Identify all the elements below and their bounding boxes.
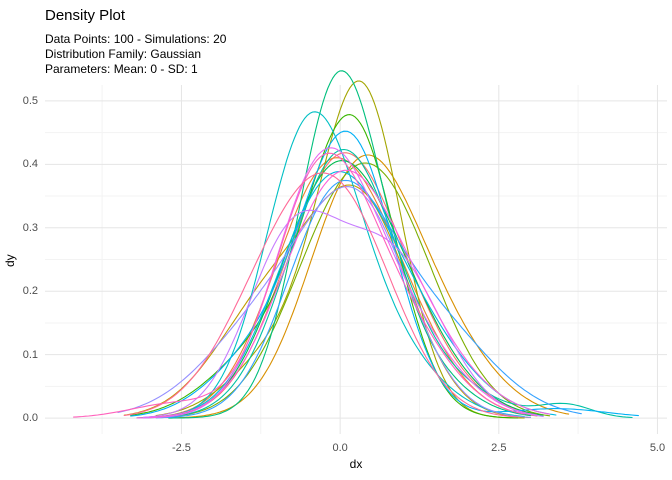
density-curve-15 — [117, 186, 532, 418]
density-curve-2 — [136, 157, 538, 419]
density-curve-3 — [174, 154, 570, 419]
density-curve-6 — [161, 162, 551, 418]
plot-title: Density Plot — [45, 7, 126, 24]
x-axis-title: dx — [349, 457, 363, 471]
y-tick-label: 0.5 — [22, 94, 38, 107]
density-curve-17 — [136, 147, 538, 419]
subtitle-line-data-points: Data Points: 100 - Simulations: 20 — [45, 32, 227, 46]
x-tick-label: -2.5 — [171, 442, 191, 454]
y-tick-label: 0.1 — [22, 348, 38, 361]
x-tick-label: 2.5 — [491, 442, 507, 454]
subtitle-line-distribution: Distribution Family: Gaussian — [45, 47, 202, 61]
subtitle-line-parameters: Parameters: Mean: 0 - SD: 1 — [45, 62, 198, 76]
density-curve-9 — [168, 70, 532, 419]
density-curve-7 — [130, 114, 519, 419]
y-tick-label: 0.2 — [22, 285, 38, 298]
y-tick-label: 0.0 — [22, 412, 38, 425]
x-tick-label: 0.0 — [332, 442, 348, 454]
plot-subtitle: Data Points: 100 - Simulations: 20 Distr… — [45, 32, 226, 77]
density-curve-20 — [123, 172, 519, 418]
density-curve-1 — [149, 152, 544, 418]
density-curve-12 — [142, 170, 557, 419]
y-tick-label: 0.3 — [22, 221, 38, 234]
density-curve-5 — [155, 80, 525, 419]
density-curve-16 — [142, 209, 544, 418]
density-curve-4 — [123, 184, 532, 419]
density-curve-11 — [136, 111, 525, 419]
density-curve-19 — [73, 152, 525, 418]
y-tick-label: 0.4 — [22, 158, 38, 171]
density-curve-14 — [155, 179, 582, 419]
x-tick-label: 5.0 — [649, 442, 666, 454]
y-axis-title: dy — [3, 254, 17, 267]
density-curve-18 — [149, 169, 551, 418]
